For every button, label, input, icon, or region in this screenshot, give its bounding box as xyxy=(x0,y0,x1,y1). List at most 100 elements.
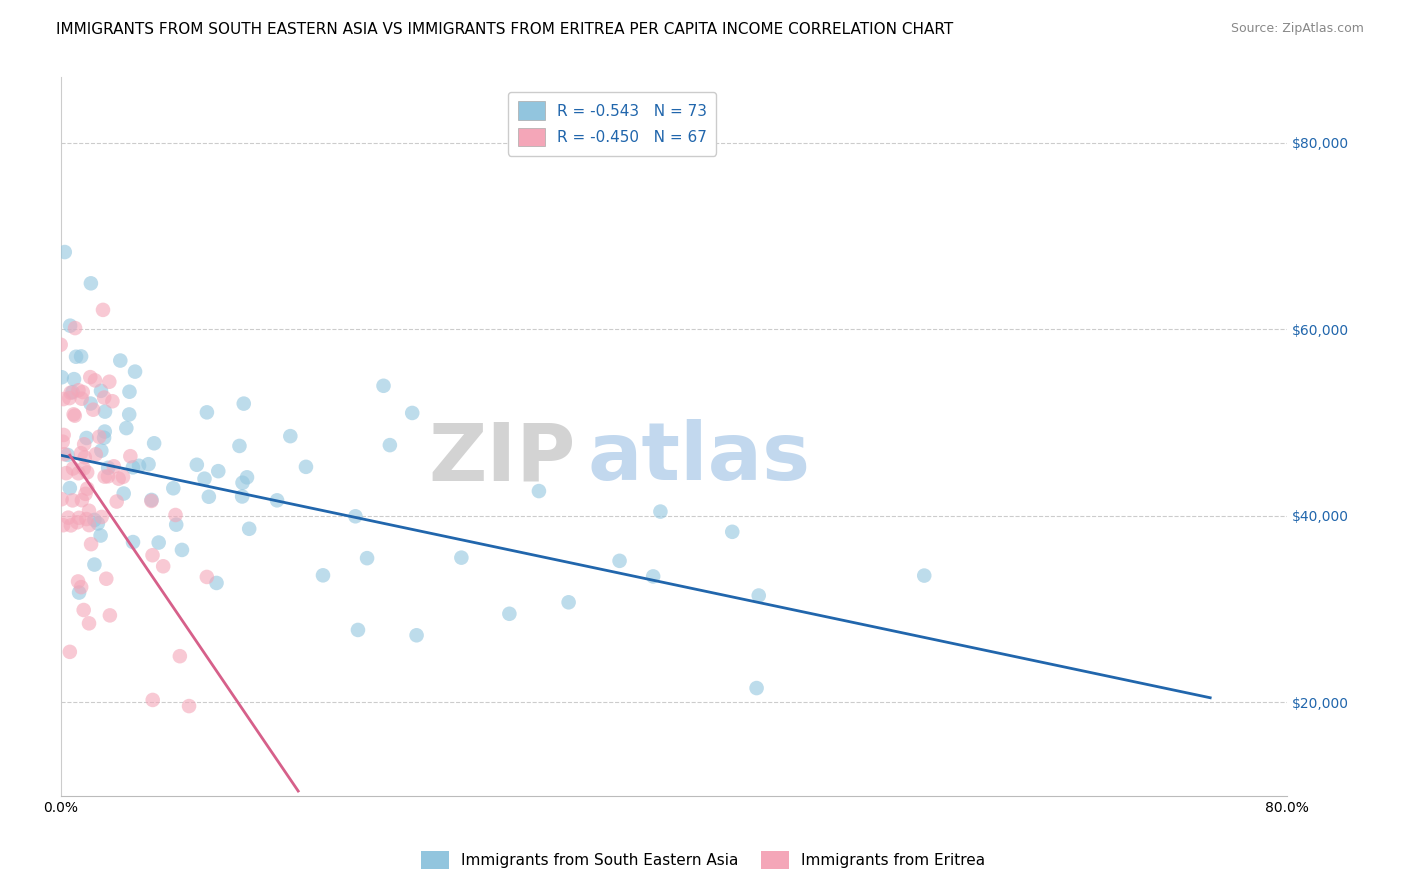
Point xyxy=(107,472,129,486)
Point xyxy=(124,365,146,379)
Point xyxy=(67,511,90,525)
Point xyxy=(94,425,117,439)
Point xyxy=(84,447,107,461)
Point xyxy=(205,576,228,591)
Text: ZIP: ZIP xyxy=(429,419,575,497)
Point xyxy=(72,385,94,400)
Point xyxy=(73,461,96,475)
Point xyxy=(73,450,96,465)
Point xyxy=(59,385,82,400)
Point xyxy=(90,528,112,542)
Point xyxy=(59,518,82,533)
Point xyxy=(90,384,112,398)
Point xyxy=(401,406,423,420)
Point xyxy=(52,428,75,442)
Point xyxy=(51,370,73,384)
Point xyxy=(76,482,98,496)
Point xyxy=(66,516,89,530)
Text: Source: ZipAtlas.com: Source: ZipAtlas.com xyxy=(1230,22,1364,36)
Point xyxy=(76,431,98,445)
Point xyxy=(118,408,141,422)
Point xyxy=(70,392,93,406)
Point xyxy=(278,429,301,443)
Point xyxy=(142,693,165,707)
Point xyxy=(498,607,520,621)
Point xyxy=(450,550,472,565)
Text: atlas: atlas xyxy=(588,419,811,497)
Point xyxy=(148,535,170,549)
Point xyxy=(232,396,254,410)
Point xyxy=(91,302,114,317)
Point xyxy=(73,437,96,451)
Point xyxy=(97,460,120,475)
Point xyxy=(93,391,115,405)
Point xyxy=(198,490,221,504)
Point xyxy=(53,245,76,260)
Point xyxy=(67,384,90,398)
Point xyxy=(53,447,76,461)
Point xyxy=(82,402,104,417)
Point xyxy=(62,493,84,508)
Point xyxy=(56,448,79,462)
Point xyxy=(152,559,174,574)
Legend: R = -0.543   N = 73, R = -0.450   N = 67: R = -0.543 N = 73, R = -0.450 N = 67 xyxy=(509,92,717,155)
Point xyxy=(70,446,93,460)
Point xyxy=(207,464,229,478)
Point xyxy=(231,475,253,490)
Point xyxy=(186,458,208,472)
Point xyxy=(165,508,187,522)
Point xyxy=(373,378,395,392)
Point xyxy=(193,472,215,486)
Point xyxy=(103,459,125,474)
Point xyxy=(101,394,124,409)
Point xyxy=(122,460,145,475)
Text: IMMIGRANTS FROM SOUTH EASTERN ASIA VS IMMIGRANTS FROM ERITREA PER CAPITA INCOME : IMMIGRANTS FROM SOUTH EASTERN ASIA VS IM… xyxy=(56,22,953,37)
Point xyxy=(65,350,87,364)
Point xyxy=(141,494,163,508)
Point xyxy=(165,517,187,532)
Point xyxy=(77,616,100,631)
Point xyxy=(110,353,132,368)
Point xyxy=(59,318,82,333)
Point xyxy=(52,392,75,406)
Point xyxy=(111,470,134,484)
Point xyxy=(73,603,96,617)
Point xyxy=(89,430,111,444)
Point xyxy=(83,513,105,527)
Point xyxy=(62,408,84,422)
Point xyxy=(609,554,631,568)
Point xyxy=(112,486,135,500)
Point xyxy=(170,543,193,558)
Point xyxy=(67,585,90,599)
Point xyxy=(138,457,160,471)
Point xyxy=(67,574,90,589)
Point xyxy=(70,350,93,364)
Point xyxy=(63,372,86,386)
Point xyxy=(49,337,72,351)
Point xyxy=(356,551,378,566)
Point xyxy=(58,391,80,405)
Point xyxy=(58,510,80,524)
Point xyxy=(80,537,103,551)
Point xyxy=(295,459,318,474)
Point xyxy=(141,548,163,562)
Point xyxy=(748,589,770,603)
Point xyxy=(87,516,110,531)
Point xyxy=(77,504,100,518)
Point xyxy=(79,396,101,410)
Point xyxy=(378,438,401,452)
Point xyxy=(94,404,117,418)
Point xyxy=(55,466,77,480)
Point xyxy=(169,649,191,664)
Point xyxy=(312,568,335,582)
Point xyxy=(52,518,75,533)
Point xyxy=(62,461,84,475)
Point xyxy=(195,570,218,584)
Point xyxy=(238,522,260,536)
Point xyxy=(236,470,259,484)
Point xyxy=(105,494,128,508)
Point xyxy=(59,481,82,495)
Point xyxy=(77,518,100,533)
Point xyxy=(97,469,120,483)
Point xyxy=(177,699,200,714)
